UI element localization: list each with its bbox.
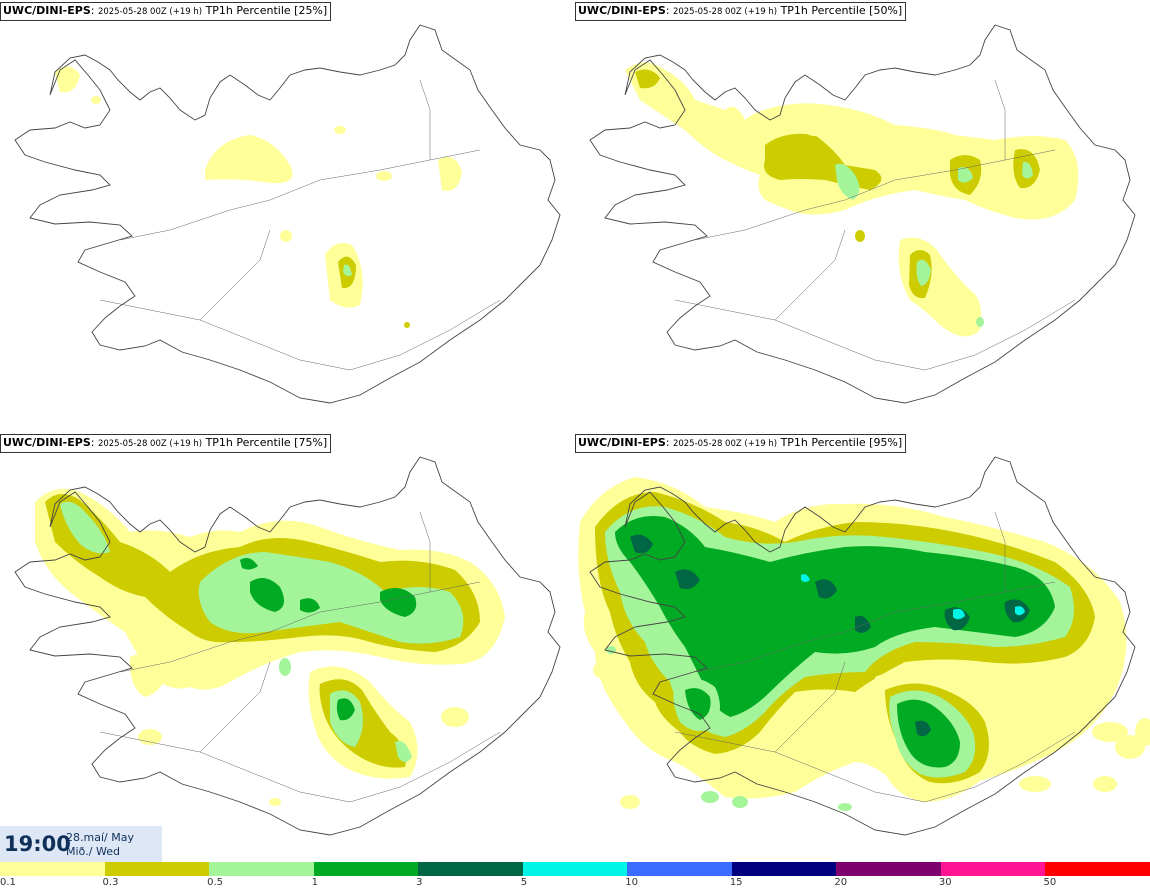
legend-tick-label: 3 (416, 877, 423, 888)
valid-date: 28.maí/ May (66, 831, 134, 844)
field-name: TP1h Percentile [50%] (780, 4, 903, 17)
legend-swatch (1045, 862, 1150, 876)
legend-swatch (836, 862, 942, 876)
legend-swatch (104, 862, 210, 876)
valid-clock: 19:00 (4, 832, 71, 856)
panel-title: UWC/DINI-EPS: 2025-05-28 00Z (+19 h) TP1… (0, 2, 332, 21)
panel-title: UWC/DINI-EPS: 2025-05-28 00Z (+19 h) TP1… (575, 434, 907, 453)
precip-map (589, 24, 1136, 404)
panel-title: UWC/DINI-EPS: 2025-05-28 00Z (+19 h) TP1… (575, 2, 907, 21)
legend-swatch (0, 862, 106, 876)
legend-swatch (522, 862, 628, 876)
precip-field (625, 62, 1079, 337)
precip-field (35, 488, 505, 806)
map-panel-p50: UWC/DINI-EPS: 2025-05-28 00Z (+19 h) TP1… (575, 0, 1150, 430)
model-name: UWC/DINI-EPS (578, 4, 666, 17)
road-network (674, 511, 1076, 803)
iceland-coastline (14, 24, 561, 404)
model-name: UWC/DINI-EPS (3, 436, 91, 449)
precip-field (55, 66, 462, 328)
road-network (674, 79, 1076, 371)
run-time: 2025-05-28 00Z (+19 h) (672, 7, 778, 17)
legend-tick-label: 0.1 (0, 877, 16, 888)
map-panel-p75: UWC/DINI-EPS: 2025-05-28 00Z (+19 h) TP1… (0, 432, 575, 862)
legend-tick-label: 5 (520, 877, 528, 888)
legend-tick-label: 30 (938, 877, 952, 888)
iceland-coastline (14, 456, 561, 836)
legend-swatch (627, 862, 733, 876)
valid-day: Mið./ Wed (66, 845, 120, 858)
model-name: UWC/DINI-EPS (578, 436, 666, 449)
legend-tick-label: 10 (625, 877, 638, 888)
precip-map (578, 456, 1150, 836)
legend-tick-label: 15 (729, 877, 743, 888)
precip-map (14, 456, 561, 836)
legend-tick-label: 0.3 (102, 877, 119, 888)
legend-swatch (313, 862, 419, 876)
field-name: TP1h Percentile [95%] (780, 436, 903, 449)
legend-swatch (418, 862, 524, 876)
road-network (99, 511, 501, 803)
panel-title: UWC/DINI-EPS: 2025-05-28 00Z (+19 h) TP1… (0, 434, 332, 453)
iceland-coastline (589, 24, 1136, 404)
map-panel-p25: UWC/DINI-EPS: 2025-05-28 00Z (+19 h) TP1… (0, 0, 575, 430)
precip-field (578, 477, 1150, 811)
legend-swatch (209, 862, 315, 876)
map-panel-p95: UWC/DINI-EPS: 2025-05-28 00Z (+19 h) TP1… (575, 432, 1150, 862)
iceland-coastline (589, 456, 1136, 836)
precip-colorbar: 0.1 0.3 0.5 1 3 5 10 15 20 30 50 (0, 862, 1150, 891)
legend-tick-label: 20 (834, 877, 848, 888)
legend-tick-label: 1 (311, 877, 318, 888)
road-network (99, 79, 501, 371)
valid-time-box: 19:00 28.maí/ May Mið./ Wed (0, 826, 162, 862)
legend-swatch (940, 862, 1046, 876)
model-name: UWC/DINI-EPS (3, 4, 91, 17)
run-time: 2025-05-28 00Z (+19 h) (97, 439, 203, 449)
legend-tick-label: 0.5 (207, 877, 223, 888)
legend-tick-label: 50 (1043, 877, 1057, 888)
run-time: 2025-05-28 00Z (+19 h) (672, 439, 778, 449)
run-time: 2025-05-28 00Z (+19 h) (97, 7, 203, 17)
field-name: TP1h Percentile [75%] (205, 436, 328, 449)
legend-swatch (731, 862, 837, 876)
precip-map (14, 24, 561, 404)
field-name: TP1h Percentile [25%] (205, 4, 328, 17)
